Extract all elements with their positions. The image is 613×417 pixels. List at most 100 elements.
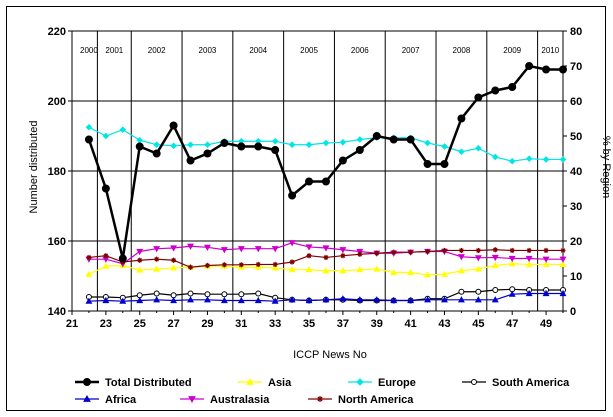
data-point bbox=[153, 296, 161, 303]
legend: Total Distributed Asia Europe South America… bbox=[75, 377, 570, 406]
data-point bbox=[103, 253, 109, 259]
data-point bbox=[458, 148, 465, 156]
data-point bbox=[237, 246, 245, 253]
data-point bbox=[475, 288, 482, 295]
data-point bbox=[187, 141, 194, 149]
data-point bbox=[83, 378, 91, 386]
data-point bbox=[356, 136, 364, 143]
data-point bbox=[305, 244, 313, 251]
data-point bbox=[509, 247, 515, 254]
data-point bbox=[255, 290, 262, 297]
data-point bbox=[204, 291, 211, 298]
data-point bbox=[102, 262, 110, 269]
year-label: 2007 bbox=[402, 46, 420, 55]
y-left-tick-label: 200 bbox=[48, 96, 66, 108]
data-point bbox=[559, 156, 567, 163]
data-point bbox=[559, 260, 567, 268]
data-point bbox=[474, 93, 483, 102]
series-africa bbox=[85, 289, 567, 304]
data-point bbox=[339, 295, 347, 302]
data-point bbox=[471, 379, 477, 385]
x-tick-label: 49 bbox=[540, 318, 552, 330]
data-point bbox=[407, 296, 415, 304]
legend-item: Total Distributed bbox=[75, 377, 192, 389]
data-point bbox=[255, 261, 261, 268]
data-point bbox=[559, 65, 567, 74]
data-point bbox=[101, 184, 110, 193]
x-tick-label: 37 bbox=[337, 318, 349, 330]
year-label: 2008 bbox=[453, 46, 471, 55]
data-point bbox=[508, 260, 516, 267]
data-point bbox=[323, 254, 329, 261]
series-europe bbox=[85, 123, 567, 165]
data-point bbox=[491, 86, 500, 95]
data-point bbox=[238, 291, 245, 298]
data-point bbox=[356, 378, 364, 386]
gridlines bbox=[72, 30, 563, 312]
data-point bbox=[271, 297, 279, 304]
x-tick-label: 21 bbox=[66, 318, 78, 330]
data-point bbox=[441, 296, 448, 303]
x-tick-label: 47 bbox=[506, 318, 518, 330]
data-point bbox=[305, 266, 313, 273]
data-point bbox=[153, 290, 160, 297]
data-point bbox=[492, 287, 499, 293]
data-point bbox=[154, 256, 160, 262]
data-point bbox=[136, 266, 144, 273]
data-point bbox=[204, 262, 211, 269]
data-point bbox=[389, 135, 398, 144]
data-point bbox=[237, 296, 245, 304]
legend-item: South America bbox=[462, 377, 570, 389]
data-point bbox=[84, 135, 93, 144]
y-right-tick-label: 10 bbox=[570, 271, 582, 283]
data-point bbox=[542, 260, 550, 268]
y-right-tick-label: 0 bbox=[570, 306, 576, 318]
data-point bbox=[85, 123, 93, 131]
data-point bbox=[170, 296, 178, 304]
data-point bbox=[508, 83, 517, 91]
y-right-tick-label: 80 bbox=[570, 26, 582, 38]
data-point bbox=[288, 240, 296, 247]
data-point bbox=[203, 149, 212, 158]
data-point bbox=[271, 246, 279, 253]
data-point bbox=[136, 248, 144, 256]
data-point bbox=[559, 256, 567, 263]
data-point bbox=[254, 296, 262, 304]
series-north-america bbox=[86, 247, 566, 270]
data-point bbox=[560, 247, 566, 254]
data-point bbox=[85, 297, 93, 304]
data-point bbox=[357, 251, 363, 257]
data-point bbox=[457, 114, 466, 123]
data-point bbox=[458, 247, 465, 254]
data-point bbox=[356, 266, 364, 273]
y-right-tick-label: 60 bbox=[570, 96, 582, 108]
year-label: 2006 bbox=[351, 46, 369, 55]
data-point bbox=[440, 160, 449, 168]
data-point bbox=[491, 296, 499, 303]
series-layer bbox=[84, 62, 567, 304]
data-point bbox=[491, 153, 499, 161]
data-point bbox=[475, 144, 482, 152]
data-point bbox=[390, 296, 398, 304]
data-point bbox=[254, 246, 262, 253]
x-tick-label: 25 bbox=[134, 318, 146, 330]
data-point bbox=[474, 296, 482, 303]
data-point bbox=[153, 246, 161, 253]
data-point bbox=[458, 288, 465, 295]
data-point bbox=[441, 270, 448, 277]
data-point bbox=[102, 132, 110, 140]
data-point bbox=[457, 267, 465, 274]
data-point bbox=[305, 296, 313, 304]
left-axis-title: Number distributed bbox=[28, 121, 40, 214]
data-point bbox=[220, 139, 229, 147]
year-label: 2002 bbox=[148, 46, 166, 55]
data-point bbox=[338, 156, 347, 165]
data-point bbox=[153, 265, 161, 272]
data-point bbox=[374, 250, 380, 256]
data-point bbox=[423, 160, 432, 168]
data-point bbox=[254, 142, 263, 151]
year-label: 2010 bbox=[541, 46, 559, 55]
data-point bbox=[525, 155, 533, 163]
data-point bbox=[457, 296, 465, 303]
x-tick-label: 23 bbox=[100, 318, 112, 330]
